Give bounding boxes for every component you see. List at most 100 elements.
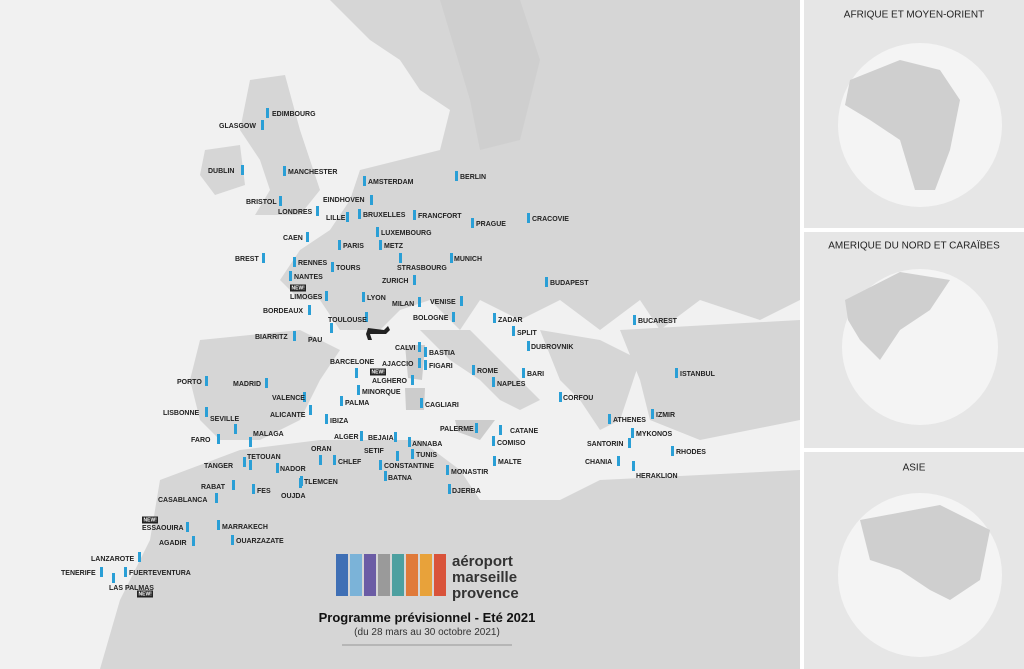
city-label: FARO [191,437,211,444]
city-label: PRAGUE [476,221,506,228]
title: Programme prévisionnel - Eté 2021 [319,610,536,625]
new-badge-text: NEW! [144,517,158,523]
location-marker [471,218,474,228]
city-label: ORAN [311,446,332,453]
city-label: BATNA [388,475,412,482]
city-label: ANNABA [412,441,442,448]
location-marker [217,520,220,530]
city-label: NADOR [280,466,306,473]
plane-icon [366,326,390,340]
city-label: BEJAIA [368,435,394,442]
location-marker [424,347,427,357]
city-label: SEVILLE [210,416,240,423]
logo-stripe [406,554,418,596]
location-marker [338,240,341,250]
city-label: TOURS [336,265,361,272]
location-marker [330,323,333,333]
location-marker [306,232,309,242]
location-marker [527,213,530,223]
location-marker [671,446,674,456]
location-marker [231,535,234,545]
city-label: SETIF [364,448,385,455]
location-marker [675,368,678,378]
location-marker [192,536,195,546]
logo-stripe [378,554,390,596]
location-marker [186,522,189,532]
logo-stripe [420,554,432,596]
location-marker [331,262,334,272]
globe-land [860,505,990,600]
city-label: DJERBA [452,488,481,495]
location-marker [396,451,399,461]
location-marker [559,392,562,402]
city-label: TENERIFE [61,570,96,577]
city-label: COMISO [497,440,526,447]
city-label: FIGARI [429,363,453,370]
city-label: PAU [308,337,322,344]
city-label: BUCAREST [638,318,678,325]
location-marker [293,331,296,341]
city-label: CALVI [395,345,416,352]
location-marker [276,463,279,473]
city-label: AGADIR [159,540,187,547]
location-marker [279,196,282,206]
city-label: LIMOGES [290,294,323,301]
logo-text: provence [452,585,519,602]
location-marker [319,455,322,465]
location-marker [376,227,379,237]
city-label: ESSAOUIRA [142,525,184,532]
city-label: MONASTIR [451,469,488,476]
logo-text: marseille [452,569,517,586]
location-marker [261,120,264,130]
city-label: EINDHOVEN [323,197,365,204]
location-marker [360,431,363,441]
city-label: ALICANTE [270,412,306,419]
city-label: CRACOVIE [532,216,569,223]
location-marker [252,484,255,494]
city-label: MILAN [392,301,414,308]
location-marker [124,567,127,577]
new-badge-text: NEW! [292,285,306,291]
logo-stripe [392,554,404,596]
new-badge [137,590,153,598]
new-badge [290,284,306,292]
city-label: CAEN [283,235,303,242]
city-label: BREST [235,256,259,263]
location-marker [365,312,368,322]
logo-stripe [336,554,348,596]
city-label: PALMA [345,400,369,407]
city-label: BOLOGNE [413,315,449,322]
location-marker [325,291,328,301]
city-label: CONSTANTINE [384,463,434,470]
location-marker [249,437,252,447]
city-label: DUBROVNIK [531,344,573,351]
location-marker [215,493,218,503]
city-label: RENNES [298,260,328,267]
city-label: EDIMBOURG [272,111,316,118]
location-marker [299,478,302,488]
city-label: VENISE [430,299,456,306]
city-label: NANTES [294,274,323,281]
city-label: MANCHESTER [288,169,337,176]
location-marker [293,257,296,267]
city-label: LYON [367,295,386,302]
city-label: LANZAROTE [91,556,134,563]
city-label: OUJDA [281,493,306,500]
city-label: ISTANBUL [680,371,716,378]
location-marker [384,471,387,481]
location-marker [411,449,414,459]
city-label: PORTO [177,379,202,386]
location-marker [493,456,496,466]
city-label: METZ [384,243,404,250]
city-label: ZURICH [382,278,408,285]
location-marker [631,428,634,438]
city-label: BERLIN [460,174,486,181]
city-label: ALGER [334,434,359,441]
location-marker [608,414,611,424]
location-marker [205,407,208,417]
location-marker [628,438,631,448]
city-label: LONDRES [278,209,313,216]
panel-title: ASIE [903,463,926,474]
location-marker [411,375,414,385]
